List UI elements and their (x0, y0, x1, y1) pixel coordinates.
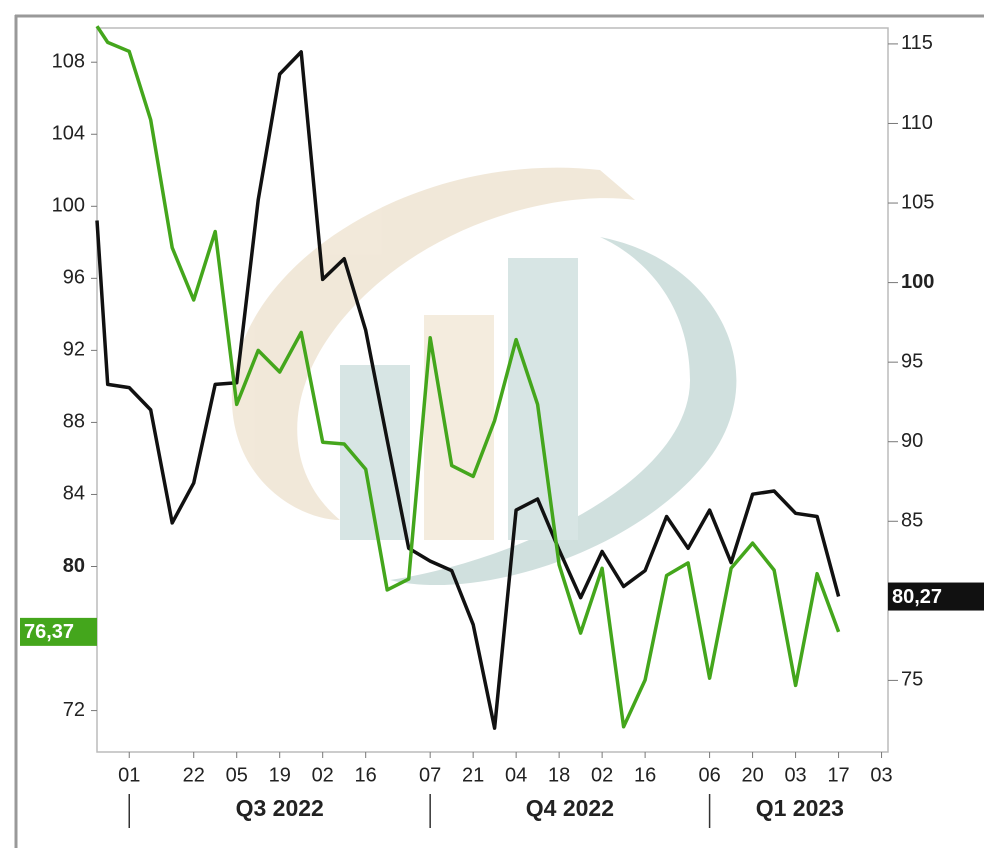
y-tick-label: 108 (52, 51, 85, 73)
x-tick-label: 06 (698, 764, 720, 786)
x-tick-label: 18 (548, 764, 570, 786)
quarter-label: Q1 2023 (756, 795, 844, 821)
x-tick-label: 19 (269, 764, 291, 786)
x-tick-label: 21 (462, 764, 484, 786)
y-tick-label: 92 (63, 339, 85, 361)
value-label: 80,27 (892, 586, 942, 608)
x-tick-label: 16 (355, 764, 377, 786)
y-tick-label: 80 (63, 555, 85, 577)
plot-frame (96, 27, 889, 753)
value-label: 76,37 (24, 621, 74, 643)
x-tick-label: 07 (419, 764, 441, 786)
x-tick-label: 01 (118, 764, 140, 786)
y2-tick-label: 95 (901, 350, 923, 372)
x-tick-label: 17 (827, 764, 849, 786)
x-tick-label: 03 (870, 764, 892, 786)
y-tick-label: 104 (52, 123, 85, 145)
x-tick-label: 16 (634, 764, 656, 786)
y2-tick-label: 75 (901, 669, 923, 691)
y2-tick-label: 115 (901, 32, 933, 54)
watermark (231, 167, 737, 586)
y-tick-label: 72 (63, 699, 85, 721)
x-tick-label: 04 (505, 764, 527, 786)
y-tick-label: 88 (63, 411, 85, 433)
series-line (95, 25, 841, 729)
x-tick-label: 05 (226, 764, 248, 786)
x-tick-label: 20 (741, 764, 763, 786)
y-tick-label: 96 (63, 267, 85, 289)
value-label-box (20, 617, 97, 646)
y-tick-label: 84 (63, 483, 85, 505)
quarter-label: Q4 2022 (526, 795, 614, 821)
x-tick-label: 22 (183, 764, 205, 786)
y2-tick-label: 85 (901, 510, 923, 532)
y-tick-label: 100 (52, 195, 85, 217)
value-label-box (888, 582, 984, 611)
y2-tick-label: 110 (901, 112, 933, 134)
quarter-label: Q3 2022 (236, 795, 324, 821)
y2-tick-label: 105 (901, 191, 934, 213)
y2-tick-label: 100 (901, 271, 934, 293)
x-tick-label: 02 (312, 764, 334, 786)
series-line (95, 50, 841, 730)
x-tick-label: 03 (784, 764, 806, 786)
x-tick-label: 02 (591, 764, 613, 786)
y2-tick-label: 90 (901, 430, 923, 452)
